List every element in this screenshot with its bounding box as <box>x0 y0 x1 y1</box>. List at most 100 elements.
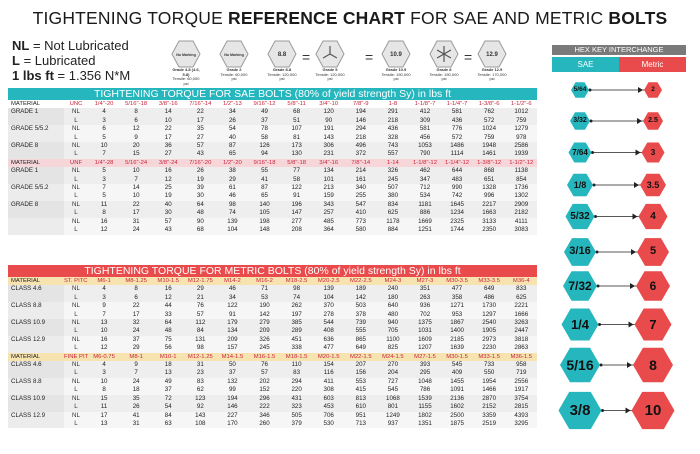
sae-section-header: TIGHTENING TORQUE FOR SAE BOLTS (80% of … <box>8 88 537 100</box>
table-row: GRADE 5/5.2 NL 7 14 25 39 61 87 122 213 340 507 712 9… <box>8 184 538 193</box>
torque-cell: 1181 <box>408 200 442 210</box>
torque-cell: 503 <box>344 302 377 311</box>
torque-cell: 347 <box>408 175 442 185</box>
material-cell: GRADE 8 <box>8 200 64 210</box>
material-cell: GRADE 1 <box>8 167 64 176</box>
torque-cell: 456 <box>408 133 442 143</box>
torque-cell: 58 <box>248 133 281 143</box>
torque-cell: 35 <box>120 394 153 404</box>
torque-cell: 57 <box>248 369 281 378</box>
grade-card: No Marking Grade 2 Tensile: 60,000 psi <box>218 40 250 81</box>
equals-sign: = <box>302 49 311 65</box>
torque-cell: 10 <box>88 377 121 387</box>
torque-cell: 48 <box>152 327 185 336</box>
grade-tensile: Tensile: 120,000 psi <box>267 71 297 81</box>
torque-cell: 240 <box>376 285 409 294</box>
material-cell <box>8 150 64 159</box>
legend: NL = Not Lubricated L = Lubricated 1 lbs… <box>12 38 130 83</box>
material-cell: CLASS 4.6 <box>8 285 64 294</box>
column-header: M33-3.5 <box>473 277 506 286</box>
torque-cell: 486 <box>473 293 506 303</box>
svg-text:12.9: 12.9 <box>486 52 498 58</box>
lubrication-cell: L <box>64 150 88 159</box>
material-cell <box>8 327 64 336</box>
torque-cell: 84 <box>152 411 185 420</box>
torque-cell: 786 <box>408 386 442 395</box>
torque-cell: 32 <box>120 319 153 328</box>
column-header: M18-2.5 <box>280 277 313 286</box>
torque-cell: 951 <box>344 411 377 420</box>
torque-cell: 380 <box>376 192 409 201</box>
torque-cell: 37 <box>152 386 185 395</box>
column-header: M33-1.5 <box>473 352 506 362</box>
torque-cell: 739 <box>344 319 377 328</box>
torque-cell: 110 <box>280 361 313 370</box>
torque-cell: 24 <box>120 377 153 387</box>
torque-cell: 37 <box>216 369 249 378</box>
torque-cell: 289 <box>280 327 313 336</box>
grade-tensile: Tensile: 170,000 psi <box>477 71 507 81</box>
torque-cell: 364 <box>312 226 345 235</box>
torque-cell: 65 <box>248 192 281 201</box>
lubrication-cell: NL <box>64 217 88 227</box>
torque-cell: 3 <box>88 175 121 185</box>
torque-cell: 76 <box>248 361 281 370</box>
torque-cell: 625 <box>505 293 538 303</box>
torque-cell: 143 <box>312 133 345 143</box>
torque-cell: 1539 <box>408 394 442 404</box>
torque-cell: 29 <box>216 175 249 185</box>
table-row: L 3 7 13 23 37 57 83 116 156 204 295 409 550 719 <box>8 369 538 378</box>
torque-cell: 58 <box>280 175 313 185</box>
torque-cell: 2540 <box>473 319 506 328</box>
lubrication-cell: L <box>64 327 88 336</box>
bolt-head-icon <box>315 40 345 68</box>
torque-cell: 1400 <box>441 327 474 336</box>
column-header: UNF <box>64 158 88 168</box>
torque-cell: 81 <box>280 133 313 143</box>
torque-cell: 173 <box>280 142 313 151</box>
torque-cell: 31 <box>184 361 217 370</box>
torque-cell: 5 <box>88 192 121 201</box>
column-header: M6-1 <box>88 277 121 286</box>
column-header: 1-3/8"-12 <box>473 158 506 168</box>
column-header: M24-3 <box>376 277 409 286</box>
torque-cell: 886 <box>408 209 442 218</box>
torque-cell: 170 <box>216 419 249 429</box>
table-row: CLASS 4.6 NL 4 8 16 29 46 71 98 139 189 240 351 477 64… <box>8 285 538 294</box>
torque-cell: 190 <box>248 302 281 311</box>
torque-cell: 727 <box>376 377 409 387</box>
torque-cell: 140 <box>248 200 281 210</box>
torque-cell: 146 <box>216 403 249 412</box>
torque-cell: 207 <box>344 361 377 370</box>
torque-cell: 123 <box>184 394 217 404</box>
torque-cell: 743 <box>376 142 409 151</box>
torque-cell: 834 <box>376 200 409 210</box>
table-row: GRADE 5/5.2 NL 6 12 22 35 54 78 107 191 294 436 581 7… <box>8 125 538 134</box>
material-cell <box>8 116 64 126</box>
torque-cell: 68 <box>280 108 313 117</box>
material-cell <box>8 403 64 412</box>
torque-cell: 553 <box>344 377 377 387</box>
torque-cell: 18 <box>152 361 185 370</box>
torque-cell: 547 <box>344 200 377 210</box>
torque-cell: 1730 <box>473 302 506 311</box>
table-row: GRADE 1 NL 5 10 16 26 38 55 77 134 214 326 462 644 868… <box>8 167 538 176</box>
metric-size-label: 2.5 <box>648 116 658 124</box>
torque-cell: 2185 <box>441 335 474 345</box>
torque-cell: 294 <box>280 377 313 387</box>
svg-text:No Marking: No Marking <box>176 53 196 57</box>
torque-cell: 581 <box>441 108 474 117</box>
column-header: 1-8 <box>388 101 398 107</box>
grade-tensile: Tensile: 60,000 psi <box>220 71 248 81</box>
column-header: MATERIAL <box>8 277 64 286</box>
torque-cell: 776 <box>441 125 474 134</box>
torque-cell: 2230 <box>473 344 506 353</box>
torque-cell: 68 <box>184 226 217 235</box>
metric-hex-icon <box>644 82 662 98</box>
torque-cell: 16 <box>88 335 121 345</box>
column-header: 5/8"-18 <box>280 158 313 168</box>
torque-cell: 92 <box>184 403 217 412</box>
arrow-right-icon <box>635 149 641 156</box>
metric-size-label: 4 <box>650 210 656 222</box>
torque-cell: 10 <box>88 142 121 151</box>
